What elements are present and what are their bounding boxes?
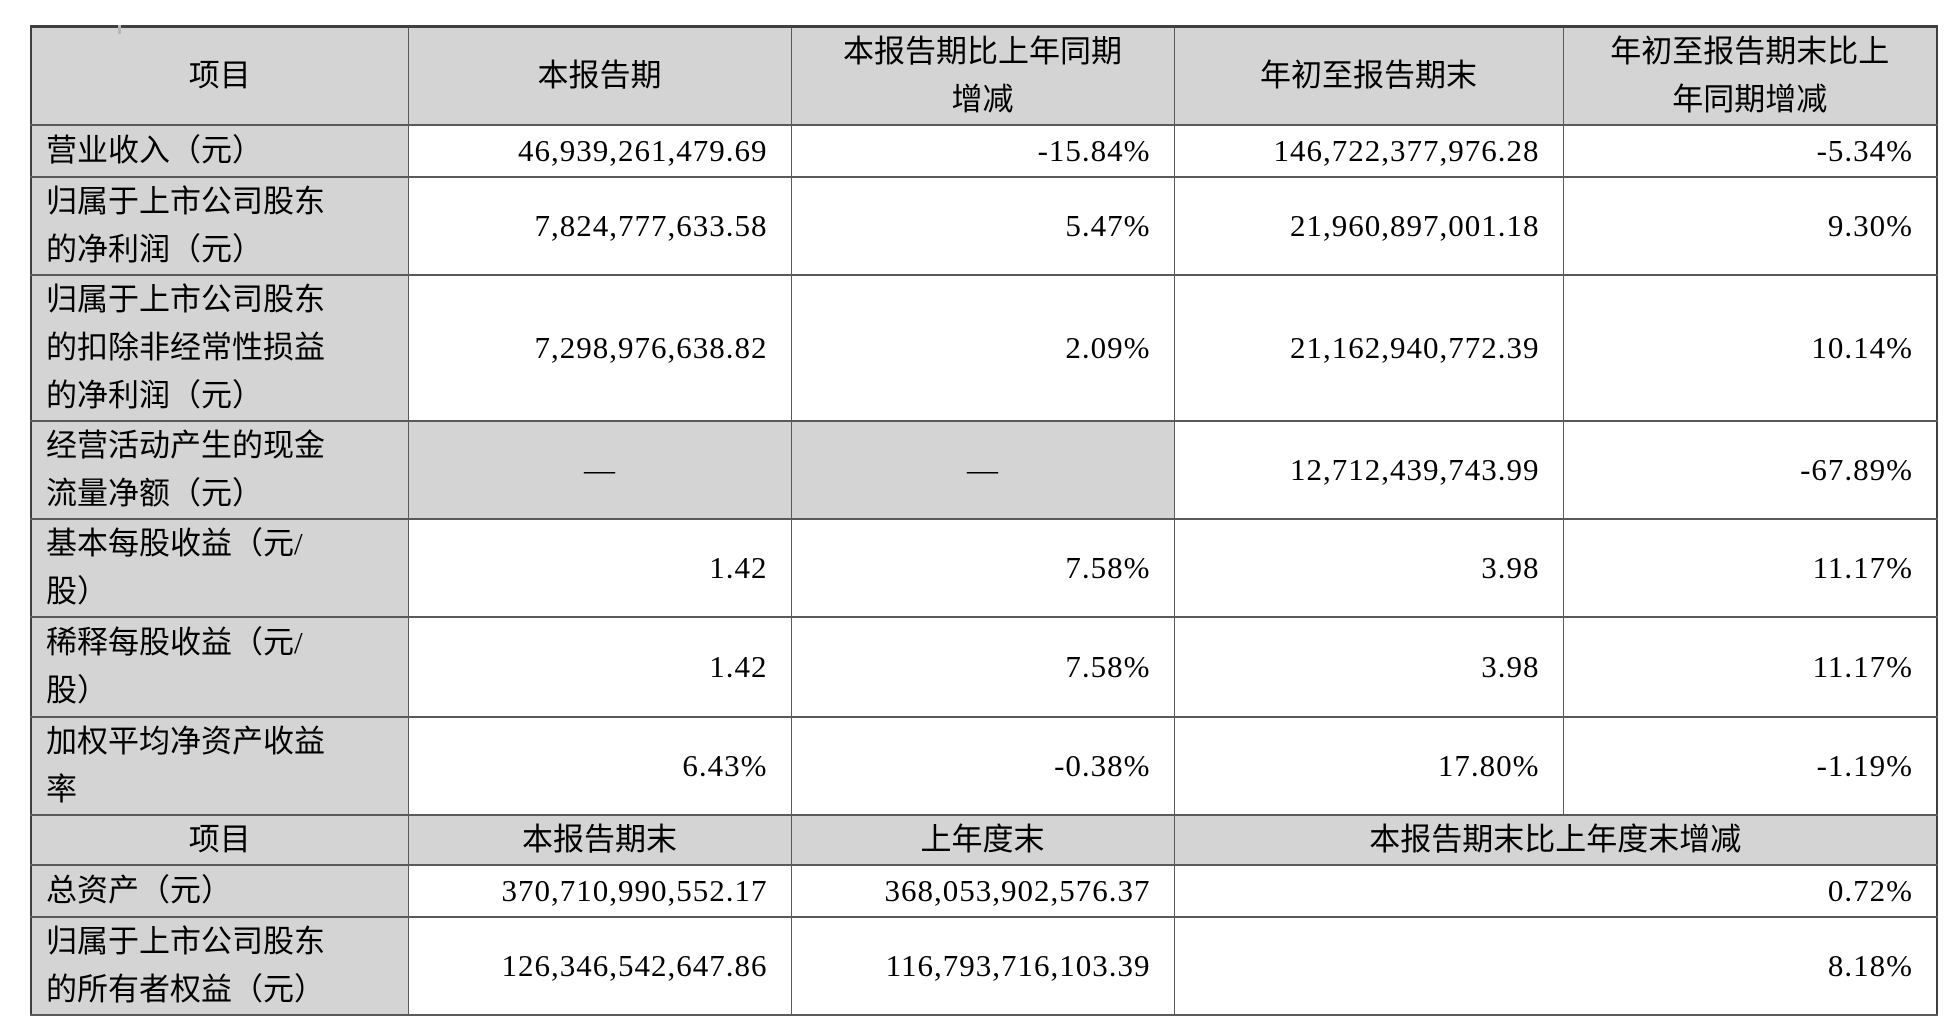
table-cell: 3.98	[1173, 518, 1564, 618]
table-cell: 116,793,716,103.39	[790, 916, 1175, 1016]
table-cell: -67.89%	[1562, 420, 1938, 520]
column-header-prior-year-end: 上年度末	[790, 814, 1175, 866]
financial-summary-table: 项目 本报告期 本报告期比上年同期 增减 年初至报告期末 年初至报告期末比上 年…	[30, 25, 1938, 1016]
table-cell: 0.72%	[1173, 864, 1938, 918]
table-cell: 12,712,439,743.99	[1173, 420, 1564, 520]
table-cell: 17.80%	[1173, 716, 1564, 816]
table-cell-empty: —	[790, 420, 1175, 520]
page-crop-artifact	[118, 25, 121, 34]
table-row: 归属于上市公司股东 的所有者权益（元） 126,346,542,647.86 1…	[30, 916, 1938, 1016]
table-cell: 1.42	[407, 518, 792, 618]
table-cell: -15.84%	[790, 124, 1175, 178]
table-cell: 10.14%	[1562, 274, 1938, 422]
column-header-current-period: 本报告期	[407, 25, 792, 126]
table-cell: 7,298,976,638.82	[407, 274, 792, 422]
table-row: 项目 本报告期 本报告期比上年同期 增减 年初至报告期末 年初至报告期末比上 年…	[30, 25, 1938, 126]
row-label: 稀释每股收益（元/ 股）	[30, 616, 409, 718]
column-header-item: 项目	[30, 25, 409, 126]
table-row: 经营活动产生的现金 流量净额（元） — — 12,712,439,743.99 …	[30, 420, 1938, 520]
table-cell: 5.47%	[790, 176, 1175, 276]
row-label: 总资产（元）	[30, 864, 409, 918]
table-cell: 11.17%	[1562, 616, 1938, 718]
table-cell: 368,053,902,576.37	[790, 864, 1175, 918]
table-cell: -1.19%	[1562, 716, 1938, 816]
column-header-ytd: 年初至报告期末	[1173, 25, 1564, 126]
table-cell: 2.09%	[790, 274, 1175, 422]
table-cell: 1.42	[407, 616, 792, 718]
table-row: 营业收入（元） 46,939,261,479.69 -15.84% 146,72…	[30, 124, 1938, 178]
row-label: 基本每股收益（元/ 股）	[30, 518, 409, 618]
table-cell: 8.18%	[1173, 916, 1938, 1016]
table-row: 归属于上市公司股东 的扣除非经常性损益 的净利润（元） 7,298,976,63…	[30, 274, 1938, 422]
table-row: 总资产（元） 370,710,990,552.17 368,053,902,57…	[30, 864, 1938, 918]
column-header-period-end-change: 本报告期末比上年度末增减	[1173, 814, 1938, 866]
column-header-item2: 项目	[30, 814, 409, 866]
table-cell: 11.17%	[1562, 518, 1938, 618]
column-header-period-end: 本报告期末	[407, 814, 792, 866]
table-cell: 21,162,940,772.39	[1173, 274, 1564, 422]
table-row: 归属于上市公司股东 的净利润（元） 7,824,777,633.58 5.47%…	[30, 176, 1938, 276]
column-header-period-change: 本报告期比上年同期 增减	[790, 25, 1175, 126]
table-row: 加权平均净资产收益 率 6.43% -0.38% 17.80% -1.19%	[30, 716, 1938, 816]
table-cell: 9.30%	[1562, 176, 1938, 276]
table-cell: 6.43%	[407, 716, 792, 816]
table-cell: -5.34%	[1562, 124, 1938, 178]
table-cell: 7.58%	[790, 616, 1175, 718]
table-row: 稀释每股收益（元/ 股） 1.42 7.58% 3.98 11.17%	[30, 616, 1938, 718]
row-label: 经营活动产生的现金 流量净额（元）	[30, 420, 409, 520]
row-label: 归属于上市公司股东 的净利润（元）	[30, 176, 409, 276]
table-cell: 126,346,542,647.86	[407, 916, 792, 1016]
table-cell: 370,710,990,552.17	[407, 864, 792, 918]
row-label: 营业收入（元）	[30, 124, 409, 178]
table-cell: 46,939,261,479.69	[407, 124, 792, 178]
table-cell-empty: —	[407, 420, 792, 520]
table-row: 项目 本报告期末 上年度末 本报告期末比上年度末增减	[30, 814, 1938, 866]
table-cell: 3.98	[1173, 616, 1564, 718]
column-header-ytd-change: 年初至报告期末比上 年同期增减	[1562, 25, 1938, 126]
row-label: 归属于上市公司股东 的扣除非经常性损益 的净利润（元）	[30, 274, 409, 422]
table-cell: 21,960,897,001.18	[1173, 176, 1564, 276]
table-cell: 7,824,777,633.58	[407, 176, 792, 276]
table-cell: 146,722,377,976.28	[1173, 124, 1564, 178]
table-row: 基本每股收益（元/ 股） 1.42 7.58% 3.98 11.17%	[30, 518, 1938, 618]
row-label: 归属于上市公司股东 的所有者权益（元）	[30, 916, 409, 1016]
row-label: 加权平均净资产收益 率	[30, 716, 409, 816]
table-cell: 7.58%	[790, 518, 1175, 618]
table-cell: -0.38%	[790, 716, 1175, 816]
